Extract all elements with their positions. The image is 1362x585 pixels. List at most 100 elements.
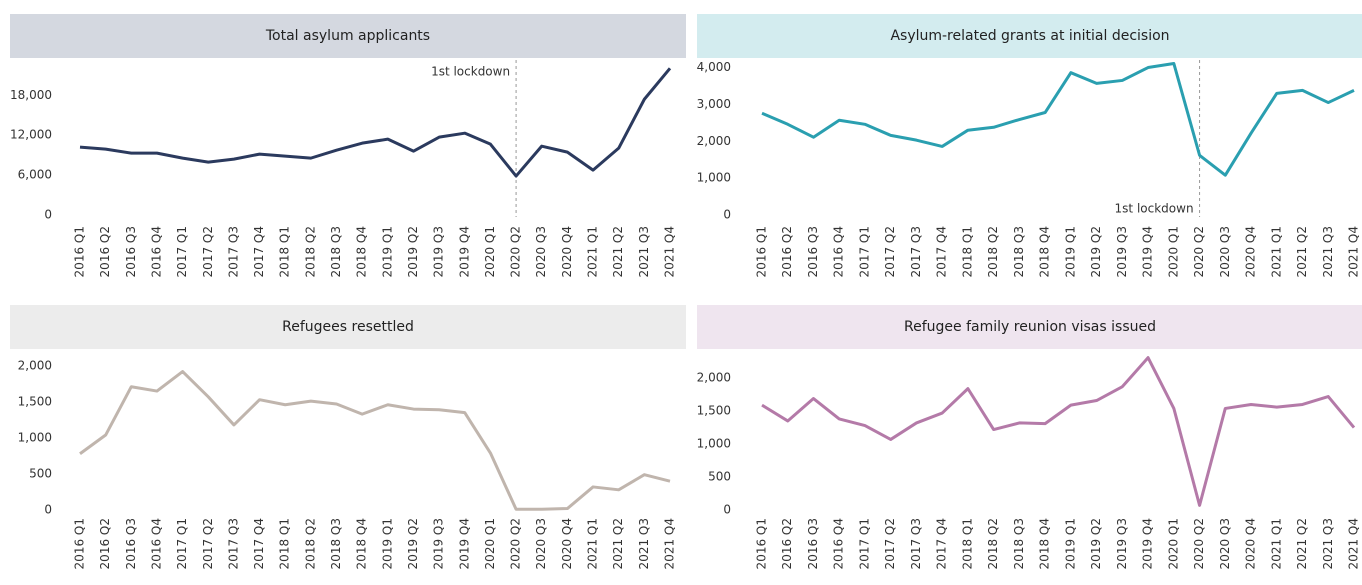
x-tick-label: 2016 Q3 <box>124 226 138 277</box>
x-tick-label: 2017 Q4 <box>935 226 949 277</box>
x-tick-label: 2021 Q3 <box>1321 226 1335 277</box>
x-tick-label: 2017 Q1 <box>175 518 189 569</box>
data-line <box>79 370 671 511</box>
x-tick-label: 2018 Q1 <box>278 226 292 277</box>
x-tick-label: 2020 Q4 <box>1244 226 1258 277</box>
x-tick-label: 2019 Q4 <box>457 518 471 569</box>
x-tick-label: 2021 Q2 <box>1295 518 1309 569</box>
x-tick-label: 2018 Q2 <box>986 226 1000 277</box>
x-tick-label: 2016 Q2 <box>780 226 794 277</box>
x-tick-label: 2017 Q2 <box>201 226 215 277</box>
y-tick-label: 2,000 <box>697 371 731 385</box>
x-tick-label: 2017 Q1 <box>175 226 189 277</box>
x-tick-label: 2020 Q3 <box>534 226 548 277</box>
x-tick-label: 2020 Q2 <box>509 226 523 277</box>
y-tick-label: 500 <box>29 466 52 480</box>
x-tick-label: 2020 Q1 <box>483 226 497 277</box>
x-tick-label: 2018 Q4 <box>355 518 369 569</box>
x-tick-label: 2018 Q2 <box>986 518 1000 569</box>
y-tick-label: 1,500 <box>18 394 52 408</box>
x-tick-label: 2020 Q2 <box>509 518 523 569</box>
x-tick-label: 2019 Q1 <box>380 518 394 569</box>
chart-title: Refugee family reunion visas issued <box>904 319 1156 335</box>
x-tick-label: 2021 Q1 <box>1269 226 1283 277</box>
x-tick-label: 2021 Q4 <box>663 226 677 277</box>
x-tick-label: 2016 Q4 <box>149 226 163 277</box>
annotation-label: 1st lockdown <box>431 65 510 79</box>
y-tick-label: 500 <box>708 470 731 484</box>
x-tick-label: 2018 Q4 <box>1038 518 1052 569</box>
x-tick-label: 2016 Q3 <box>806 226 820 277</box>
y-tick-label: 2,000 <box>697 134 731 148</box>
x-tick-label: 2019 Q1 <box>1063 226 1077 277</box>
x-tick-label: 2017 Q4 <box>252 518 266 569</box>
x-tick-label: 2021 Q2 <box>611 518 625 569</box>
x-tick-label: 2018 Q3 <box>329 226 343 277</box>
x-tick-label: 2016 Q2 <box>780 518 794 569</box>
x-tick-label: 2017 Q4 <box>935 518 949 569</box>
y-tick-label: 18,000 <box>10 88 52 102</box>
x-tick-label: 2019 Q3 <box>1115 518 1129 569</box>
x-tick-label: 2018 Q2 <box>303 226 317 277</box>
x-tick-label: 2020 Q4 <box>560 518 574 569</box>
title-bar <box>697 14 1362 58</box>
x-tick-label: 2019 Q2 <box>1089 226 1103 277</box>
x-tick-label: 2018 Q1 <box>960 226 974 277</box>
x-tick-label: 2016 Q1 <box>73 226 87 277</box>
annotation-label: 1st lockdown <box>1115 202 1194 216</box>
x-tick-label: 2020 Q4 <box>560 226 574 277</box>
y-tick-label: 1,500 <box>697 404 731 418</box>
title-bar <box>10 14 686 58</box>
x-tick-label: 2016 Q1 <box>755 226 769 277</box>
x-tick-label: 2016 Q4 <box>149 518 163 569</box>
x-tick-label: 2021 Q1 <box>586 226 600 277</box>
x-tick-label: 2016 Q3 <box>124 518 138 569</box>
x-tick-label: 2021 Q3 <box>637 518 651 569</box>
x-tick-label: 2019 Q4 <box>1141 518 1155 569</box>
x-tick-label: 2017 Q3 <box>909 226 923 277</box>
y-tick-label: 1,000 <box>18 430 52 444</box>
y-tick-label: 4,000 <box>697 60 731 74</box>
title-bar <box>10 305 686 349</box>
chart-title: Asylum-related grants at initial decisio… <box>890 28 1169 44</box>
x-tick-label: 2020 Q4 <box>1244 518 1258 569</box>
x-tick-label: 2017 Q4 <box>252 226 266 277</box>
y-tick-label: 0 <box>723 503 731 517</box>
chart-title: Total asylum applicants <box>265 28 430 44</box>
data-line <box>761 61 1355 177</box>
x-tick-label: 2019 Q3 <box>432 226 446 277</box>
y-tick-label: 12,000 <box>10 128 52 142</box>
x-tick-label: 2017 Q3 <box>909 518 923 569</box>
x-tick-label: 2017 Q2 <box>883 518 897 569</box>
x-tick-label: 2017 Q1 <box>857 226 871 277</box>
x-tick-label: 2021 Q4 <box>1347 226 1361 277</box>
x-tick-label: 2016 Q2 <box>98 226 112 277</box>
x-tick-label: 2021 Q3 <box>637 226 651 277</box>
y-tick-label: 0 <box>44 503 52 517</box>
y-tick-label: 0 <box>44 208 52 222</box>
x-tick-label: 2020 Q3 <box>1218 226 1232 277</box>
x-tick-label: 2017 Q2 <box>883 226 897 277</box>
x-tick-label: 2018 Q4 <box>355 226 369 277</box>
x-tick-label: 2020 Q1 <box>1166 518 1180 569</box>
x-tick-label: 2021 Q2 <box>1295 226 1309 277</box>
chart-title: Refugees resettled <box>282 319 414 335</box>
x-tick-label: 2021 Q1 <box>1269 518 1283 569</box>
x-tick-label: 2016 Q2 <box>98 518 112 569</box>
y-tick-label: 1,000 <box>697 437 731 451</box>
x-tick-label: 2019 Q4 <box>457 226 471 277</box>
x-tick-label: 2019 Q1 <box>1063 518 1077 569</box>
x-tick-label: 2019 Q1 <box>380 226 394 277</box>
x-tick-label: 2018 Q3 <box>329 518 343 569</box>
x-tick-label: 2018 Q2 <box>303 518 317 569</box>
x-tick-label: 2020 Q2 <box>1192 226 1206 277</box>
x-tick-label: 2017 Q3 <box>226 226 240 277</box>
x-tick-label: 2021 Q2 <box>611 226 625 277</box>
x-tick-label: 2017 Q1 <box>857 518 871 569</box>
y-tick-label: 3,000 <box>697 97 731 111</box>
y-tick-label: 0 <box>723 208 731 222</box>
x-tick-label: 2018 Q3 <box>1012 226 1026 277</box>
x-tick-label: 2020 Q1 <box>483 518 497 569</box>
data-line <box>761 356 1356 507</box>
data-line <box>79 67 672 178</box>
